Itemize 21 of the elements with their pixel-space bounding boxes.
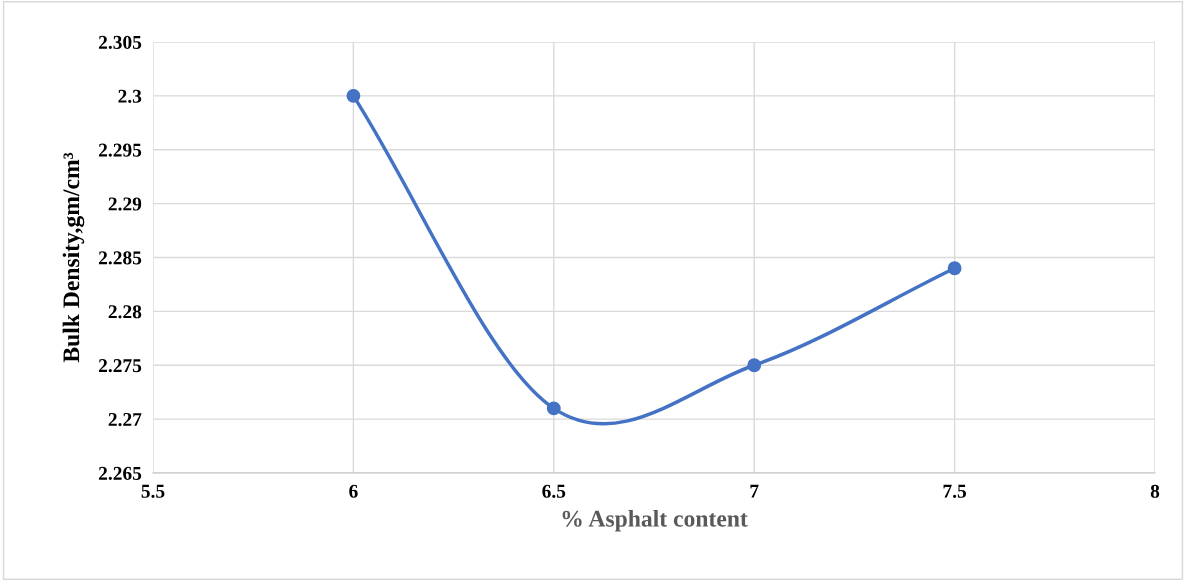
y-tick-label: 2.265 bbox=[98, 466, 142, 481]
point bbox=[546, 401, 561, 416]
x-axis-title: % Asphalt content bbox=[562, 510, 748, 532]
point bbox=[346, 88, 361, 103]
x-tick-label: 6 bbox=[349, 484, 358, 498]
y-tick-label: 2.28 bbox=[108, 305, 142, 319]
point bbox=[747, 358, 762, 373]
x-tick-label: 7.5 bbox=[943, 484, 967, 498]
y-axis-title: Bulk Density,gm/cm³ bbox=[62, 152, 85, 363]
x-tick-label: 7 bbox=[750, 484, 759, 498]
y-tick-label: 2.295 bbox=[98, 143, 142, 157]
x-tick-label: 8 bbox=[1150, 484, 1160, 498]
y-tick-label: 2.305 bbox=[98, 35, 142, 50]
y-tick-label: 2.27 bbox=[108, 413, 142, 427]
point bbox=[947, 261, 962, 276]
x-tick-label: 5.5 bbox=[141, 484, 165, 498]
y-tick-label: 2.285 bbox=[98, 251, 142, 265]
y-tick-label: 2.275 bbox=[98, 359, 142, 373]
x-tick-label: 6.5 bbox=[542, 484, 566, 498]
y-tick-label: 2.29 bbox=[108, 197, 142, 211]
y-tick-label: 2.3 bbox=[118, 89, 142, 103]
